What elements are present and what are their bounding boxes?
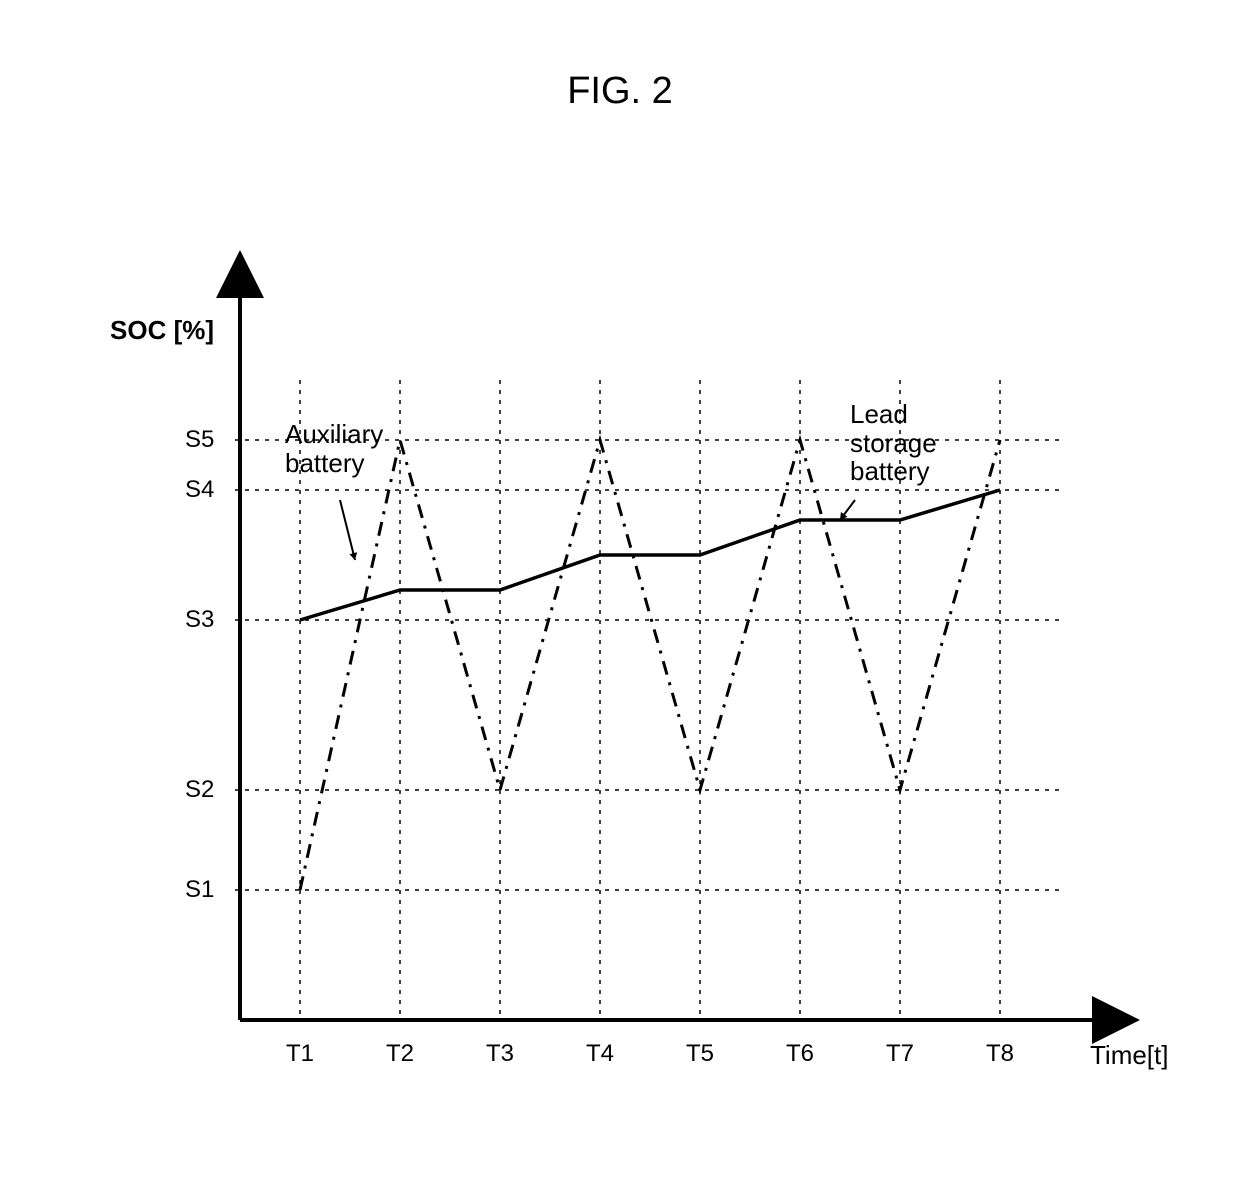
- x-tick-label: T4: [586, 1040, 614, 1068]
- x-tick-label: T7: [886, 1040, 914, 1068]
- x-tick-label: T2: [386, 1040, 414, 1068]
- x-tick-label: T3: [486, 1040, 514, 1068]
- auxiliary_battery-label: Auxiliary battery: [285, 420, 383, 477]
- x-tick-label: T6: [786, 1040, 814, 1068]
- axes: [240, 290, 1100, 1020]
- x-tick-label: T1: [286, 1040, 314, 1068]
- lead_storage_battery-line: [300, 490, 1000, 620]
- y-tick-label: S3: [185, 606, 214, 634]
- auxiliary_battery-line: [300, 440, 1000, 890]
- series-lines: [300, 440, 1000, 890]
- chart-svg: [0, 0, 1240, 1194]
- y-tick-label: S4: [185, 476, 214, 504]
- x-tick-label: T5: [686, 1040, 714, 1068]
- y-tick-label: S1: [185, 876, 214, 904]
- y-tick-label: S5: [185, 426, 214, 454]
- lead_storage_battery-label: Lead storage battery: [850, 400, 937, 486]
- y-tick-label: S2: [185, 776, 214, 804]
- figure-container: FIG. 2 SOC [%] Time[t] S1S2S3S4S5T1T2T3T…: [0, 0, 1240, 1194]
- label-pointers: [340, 500, 855, 560]
- x-tick-label: T8: [986, 1040, 1014, 1068]
